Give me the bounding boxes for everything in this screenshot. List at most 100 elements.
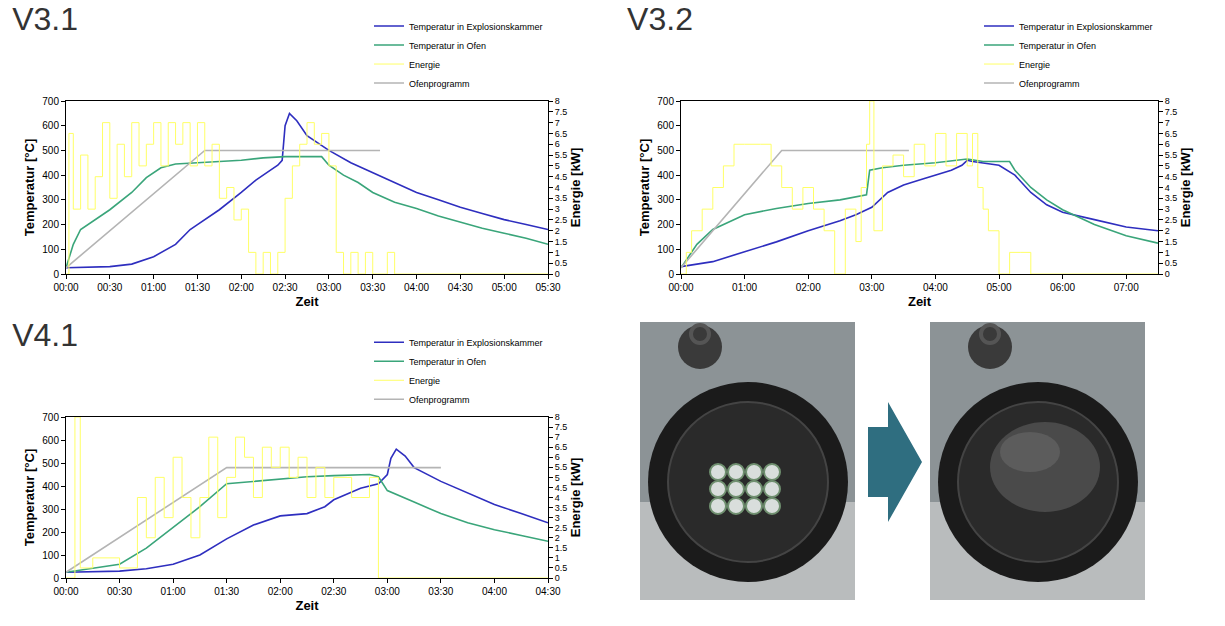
svg-text:8: 8 <box>555 412 560 422</box>
svg-text:00:00: 00:00 <box>668 282 693 293</box>
svg-text:V4.1: V4.1 <box>12 317 78 353</box>
svg-text:8: 8 <box>555 96 560 106</box>
svg-text:400: 400 <box>657 170 674 181</box>
svg-text:03:30: 03:30 <box>428 586 453 597</box>
svg-text:02:00: 02:00 <box>268 586 293 597</box>
svg-text:0.5: 0.5 <box>1165 258 1178 268</box>
svg-text:6.5: 6.5 <box>555 442 568 452</box>
svg-text:01:30: 01:30 <box>185 282 210 293</box>
svg-text:Ofenprogramm: Ofenprogramm <box>409 79 470 89</box>
svg-text:2: 2 <box>1165 226 1170 236</box>
svg-text:3: 3 <box>555 204 560 214</box>
svg-text:700: 700 <box>42 412 59 423</box>
svg-text:Energie [kW]: Energie [kW] <box>568 458 583 537</box>
svg-text:200: 200 <box>42 219 59 230</box>
svg-text:300: 300 <box>657 194 674 205</box>
svg-text:02:30: 02:30 <box>321 586 346 597</box>
svg-text:300: 300 <box>42 504 59 515</box>
svg-text:07:00: 07:00 <box>1114 282 1139 293</box>
svg-text:Zeit: Zeit <box>295 598 319 613</box>
svg-text:4: 4 <box>555 493 560 503</box>
svg-text:0: 0 <box>555 269 560 279</box>
svg-text:1: 1 <box>555 248 560 258</box>
svg-text:Energie: Energie <box>409 376 440 386</box>
svg-text:02:30: 02:30 <box>273 282 298 293</box>
svg-text:0: 0 <box>1165 269 1170 279</box>
svg-text:5.5: 5.5 <box>555 150 568 160</box>
svg-text:05:30: 05:30 <box>535 282 560 293</box>
svg-text:400: 400 <box>42 170 59 181</box>
svg-text:7.5: 7.5 <box>555 107 568 117</box>
svg-text:V3.1: V3.1 <box>12 1 78 37</box>
svg-text:600: 600 <box>42 120 59 131</box>
svg-text:Temperatur in Ofen: Temperatur in Ofen <box>409 357 486 367</box>
svg-text:1: 1 <box>1165 248 1170 258</box>
svg-text:Temperatur in Explosionskammer: Temperatur in Explosionskammer <box>409 338 543 348</box>
svg-text:400: 400 <box>42 481 59 492</box>
svg-text:Temperatur [°C]: Temperatur [°C] <box>637 139 652 236</box>
svg-text:2.5: 2.5 <box>555 523 568 533</box>
svg-text:2: 2 <box>555 533 560 543</box>
svg-text:200: 200 <box>657 219 674 230</box>
svg-text:Ofenprogramm: Ofenprogramm <box>409 395 470 405</box>
svg-text:3: 3 <box>555 513 560 523</box>
svg-text:Zeit: Zeit <box>295 294 319 309</box>
svg-text:4: 4 <box>1165 183 1170 193</box>
svg-text:1: 1 <box>555 553 560 563</box>
svg-text:00:30: 00:30 <box>97 282 122 293</box>
svg-text:700: 700 <box>42 96 59 107</box>
svg-text:3.5: 3.5 <box>1165 193 1178 203</box>
svg-text:0: 0 <box>53 269 59 280</box>
svg-text:00:30: 00:30 <box>107 586 132 597</box>
svg-text:1.5: 1.5 <box>1165 237 1178 247</box>
svg-text:03:00: 03:00 <box>859 282 884 293</box>
svg-text:04:00: 04:00 <box>482 586 507 597</box>
svg-text:02:00: 02:00 <box>229 282 254 293</box>
svg-text:Energie: Energie <box>1019 60 1050 70</box>
svg-text:100: 100 <box>42 244 59 255</box>
svg-text:5: 5 <box>555 473 560 483</box>
svg-text:4.5: 4.5 <box>555 483 568 493</box>
svg-text:03:00: 03:00 <box>375 586 400 597</box>
svg-text:Energie: Energie <box>409 60 440 70</box>
svg-text:0.5: 0.5 <box>555 563 568 573</box>
svg-text:100: 100 <box>42 550 59 561</box>
svg-text:6.5: 6.5 <box>1165 129 1178 139</box>
svg-text:Energie [kW]: Energie [kW] <box>568 148 583 227</box>
svg-text:01:00: 01:00 <box>161 586 186 597</box>
svg-text:100: 100 <box>657 244 674 255</box>
svg-text:Temperatur in Ofen: Temperatur in Ofen <box>1019 41 1096 51</box>
svg-text:5.5: 5.5 <box>1165 150 1178 160</box>
svg-text:0: 0 <box>53 573 59 584</box>
svg-text:3.5: 3.5 <box>555 503 568 513</box>
svg-text:01:00: 01:00 <box>732 282 757 293</box>
svg-text:Temperatur [°C]: Temperatur [°C] <box>22 449 37 546</box>
svg-text:6.5: 6.5 <box>555 129 568 139</box>
svg-text:1.5: 1.5 <box>555 543 568 553</box>
svg-text:Temperatur in Explosionskammer: Temperatur in Explosionskammer <box>1019 22 1153 32</box>
svg-text:6: 6 <box>555 452 560 462</box>
svg-text:02:00: 02:00 <box>796 282 821 293</box>
svg-text:01:30: 01:30 <box>214 586 239 597</box>
svg-text:500: 500 <box>657 145 674 156</box>
svg-text:500: 500 <box>42 458 59 469</box>
svg-text:0: 0 <box>668 269 674 280</box>
svg-text:04:00: 04:00 <box>404 282 429 293</box>
svg-text:04:30: 04:30 <box>448 282 473 293</box>
svg-text:3.5: 3.5 <box>555 193 568 203</box>
svg-text:7: 7 <box>1165 118 1170 128</box>
svg-text:Energie [kW]: Energie [kW] <box>1178 148 1193 227</box>
svg-text:4: 4 <box>555 183 560 193</box>
svg-text:200: 200 <box>42 527 59 538</box>
svg-text:Zeit: Zeit <box>908 294 932 309</box>
svg-text:Ofenprogramm: Ofenprogramm <box>1019 79 1080 89</box>
svg-text:3: 3 <box>1165 204 1170 214</box>
svg-text:04:30: 04:30 <box>535 586 560 597</box>
svg-text:7: 7 <box>555 118 560 128</box>
svg-text:4.5: 4.5 <box>555 172 568 182</box>
svg-text:500: 500 <box>42 145 59 156</box>
svg-text:2.5: 2.5 <box>555 215 568 225</box>
svg-text:2.5: 2.5 <box>1165 215 1178 225</box>
svg-text:7: 7 <box>555 432 560 442</box>
svg-text:00:00: 00:00 <box>53 282 78 293</box>
